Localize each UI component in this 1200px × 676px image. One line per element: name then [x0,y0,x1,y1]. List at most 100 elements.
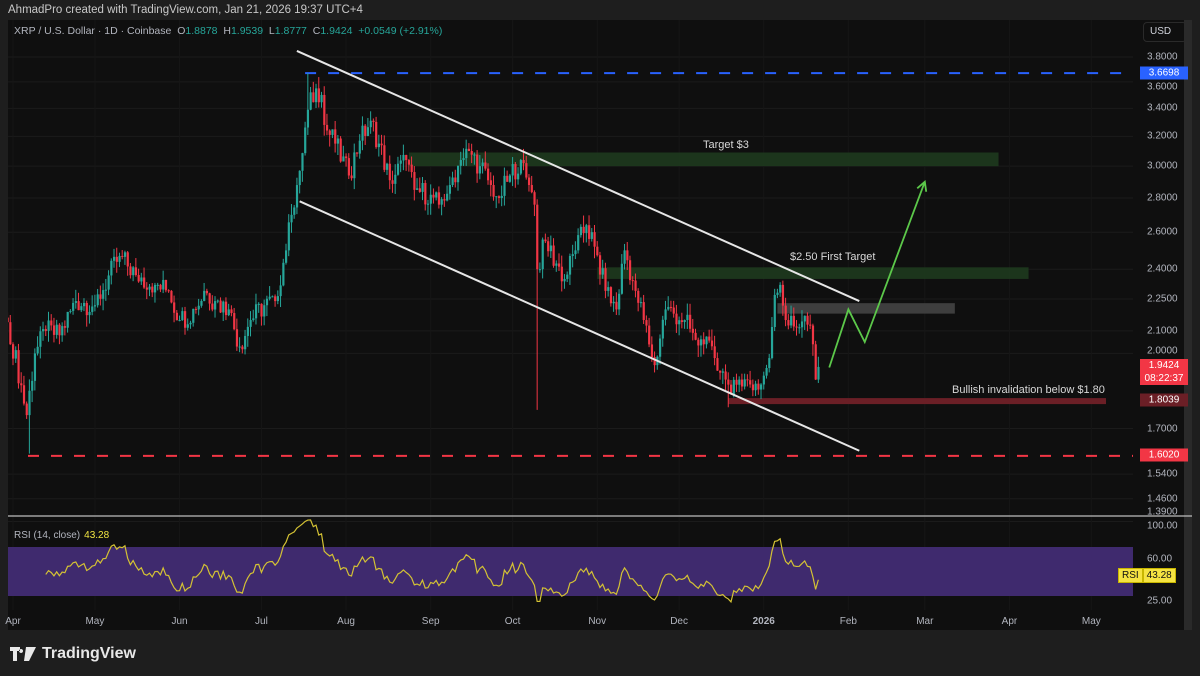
candle-body [437,192,441,205]
candle-body [113,256,116,261]
rsi-badge: RSI 43.28 [1118,568,1176,583]
candle-body [238,346,241,348]
candle-body [257,303,260,305]
time-tick-label: Oct [504,616,521,627]
candle-body [315,88,318,103]
annotation-invalidation[interactable]: Bullish invalidation below $1.80 [952,384,1105,396]
candle-body [162,279,165,290]
candle-body [148,286,151,290]
candle-body [626,250,629,261]
candle-body [301,153,304,171]
candle-body [153,284,157,293]
candle-body [123,252,127,257]
candle-body [159,284,162,290]
candle-body [8,317,9,323]
candle-body [795,326,798,328]
candle-body [440,199,443,205]
candle-body [271,296,274,298]
candle-body [648,325,651,345]
candle-body [394,174,397,184]
candle-body [754,383,757,391]
candle-body [151,286,154,293]
annotation-first-target[interactable]: $2.50 First Target [790,251,876,263]
candle-body [416,188,419,190]
candle-body [129,266,132,276]
candle-body [525,163,528,178]
candle-body [476,154,479,174]
candle-body [560,266,563,282]
candle-body [691,328,694,333]
candle-body [527,177,531,186]
candle-body [402,154,405,161]
candle-body [391,180,394,184]
chart-area[interactable]: XRP / U.S. Dollar · 1D · Coinbase O1.887… [5,20,1192,630]
price-label-invalidation: 1.8039 [1140,393,1188,407]
candle-body [598,255,602,275]
candle-body [563,278,566,282]
candle-body [12,344,15,359]
price-tick-label: 1.7000 [1147,423,1178,434]
candle-body [82,302,86,307]
candle-body [459,160,462,166]
symbol-legend: XRP / U.S. Dollar · 1D · Coinbase O1.887… [14,25,442,37]
candle-body [249,320,252,327]
candle-body [47,320,50,331]
candle-body [328,130,331,135]
candle-body [265,298,269,306]
tradingview-logo[interactable]: TradingView [10,645,136,663]
candle-body [653,357,656,366]
open-value: 1.8878 [185,25,218,37]
candle-body [683,320,686,323]
candle-body [260,303,263,317]
candle-body [448,185,451,194]
candle-body [612,301,615,304]
rsi-title[interactable]: RSI (14, close) [14,530,81,541]
candle-body [203,290,206,301]
annotation-target-3[interactable]: Target $3 [703,139,749,151]
candle-body [380,143,383,146]
candle-body [200,300,203,306]
rsi-badge-value: 43.28 [1142,568,1176,583]
candle-body [413,172,416,190]
candle-body [620,263,623,294]
candle-body [170,290,173,303]
candle-body [227,309,230,316]
symbol-name[interactable]: XRP / U.S. Dollar · 1D · Coinbase [14,25,172,37]
candle-body [268,296,271,299]
close-label: C [312,25,321,37]
candle-body [751,384,755,391]
candle-body [768,358,771,368]
candle-body [716,358,719,371]
price-chart-svg[interactable] [8,20,1192,630]
candle-body [20,383,23,386]
candle-body [181,311,184,321]
price-tick-label: 3.6000 [1147,81,1178,93]
candle-body [631,280,634,282]
candle-body [659,338,662,357]
candle-body [350,175,353,179]
low-value: 1.8777 [274,25,307,37]
tradingview-logo-icon [10,647,36,661]
candle-body [241,346,244,350]
rsi-tick-label: 100.00 [1147,520,1178,532]
price-tick-label: 1.5400 [1147,468,1178,480]
rsi-value: 43.28 [84,530,110,541]
candle-body [164,279,168,291]
channel-lower-line [299,200,860,452]
bar-countdown: 08:22:37 [1144,373,1184,384]
candle-body [669,306,673,308]
candle-body [58,324,61,336]
currency-button[interactable]: USD [1143,22,1187,42]
candle-body [347,158,350,176]
candle-body [312,92,315,103]
candle-body [522,160,525,164]
candle-body [462,158,465,161]
price-tick-label: 2.0000 [1147,345,1178,357]
candle-body [55,324,58,335]
candle-body [25,403,28,416]
candle-body [623,250,626,264]
candle-body [582,226,585,234]
high-value: 1.9539 [230,25,264,37]
candle-body [353,152,356,179]
candle-body [246,326,249,336]
